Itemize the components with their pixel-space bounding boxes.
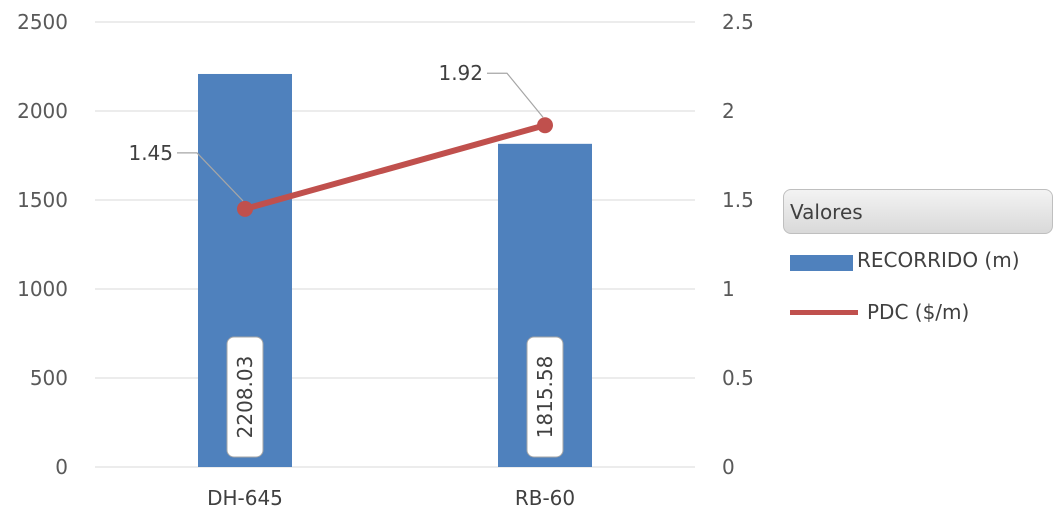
line-point: [237, 200, 253, 217]
bar-label-group: 2208.03: [226, 336, 264, 458]
x-category-label: DH-645: [207, 486, 283, 510]
legend-title: Valores: [790, 200, 863, 224]
line-data-labels: 1.45 1.92: [128, 61, 544, 202]
x-axis-categories: DH-645 RB-60: [207, 486, 575, 510]
legend-swatch-line: [790, 310, 858, 315]
y-axis-left: 0 500 1000 1500 2000 2500: [17, 10, 68, 479]
y-right-tick-label: 2: [722, 99, 735, 123]
legend-swatch-bar: [790, 255, 853, 271]
leader-line: [177, 152, 244, 202]
bar-data-label: 1815.58: [533, 356, 557, 439]
y-left-tick-label: 1500: [17, 188, 68, 212]
y-right-tick-label: 0: [722, 455, 735, 479]
y-right-tick-label: 1.5: [722, 188, 754, 212]
bar-label-box: [526, 336, 564, 458]
leader-line: [487, 72, 544, 118]
bar-data-labels: 2208.03 1815.58: [226, 336, 564, 458]
y-right-tick-label: 0.5: [722, 366, 754, 390]
legend-label-recorrido: RECORRIDO (m): [857, 248, 1020, 272]
y-left-tick-label: 1000: [17, 277, 68, 301]
line-point: [537, 117, 553, 134]
bar-label-group: 1815.58: [526, 336, 564, 458]
line-path: [242, 122, 548, 212]
bar-data-label: 2208.03: [233, 356, 257, 439]
legend-title-box: Valores: [783, 189, 1053, 234]
x-category-label: RB-60: [515, 486, 575, 510]
y-left-tick-label: 500: [30, 366, 68, 390]
line-data-label: 1.45: [128, 141, 173, 165]
bar-label-box: [226, 336, 264, 458]
y-left-tick-label: 0: [55, 455, 68, 479]
y-left-tick-label: 2000: [17, 99, 68, 123]
legend-label-pdc: PDC ($/m): [867, 300, 970, 324]
y-right-tick-label: 1: [722, 277, 735, 301]
gridlines: [95, 21, 695, 468]
y-right-tick-label: 2.5: [722, 10, 754, 34]
y-left-tick-label: 2500: [17, 10, 68, 34]
line-data-label: 1.92: [438, 61, 483, 85]
y-axis-right: 0 0.5 1 1.5 2 2.5: [722, 10, 754, 479]
line-series-pdc: [237, 117, 553, 217]
